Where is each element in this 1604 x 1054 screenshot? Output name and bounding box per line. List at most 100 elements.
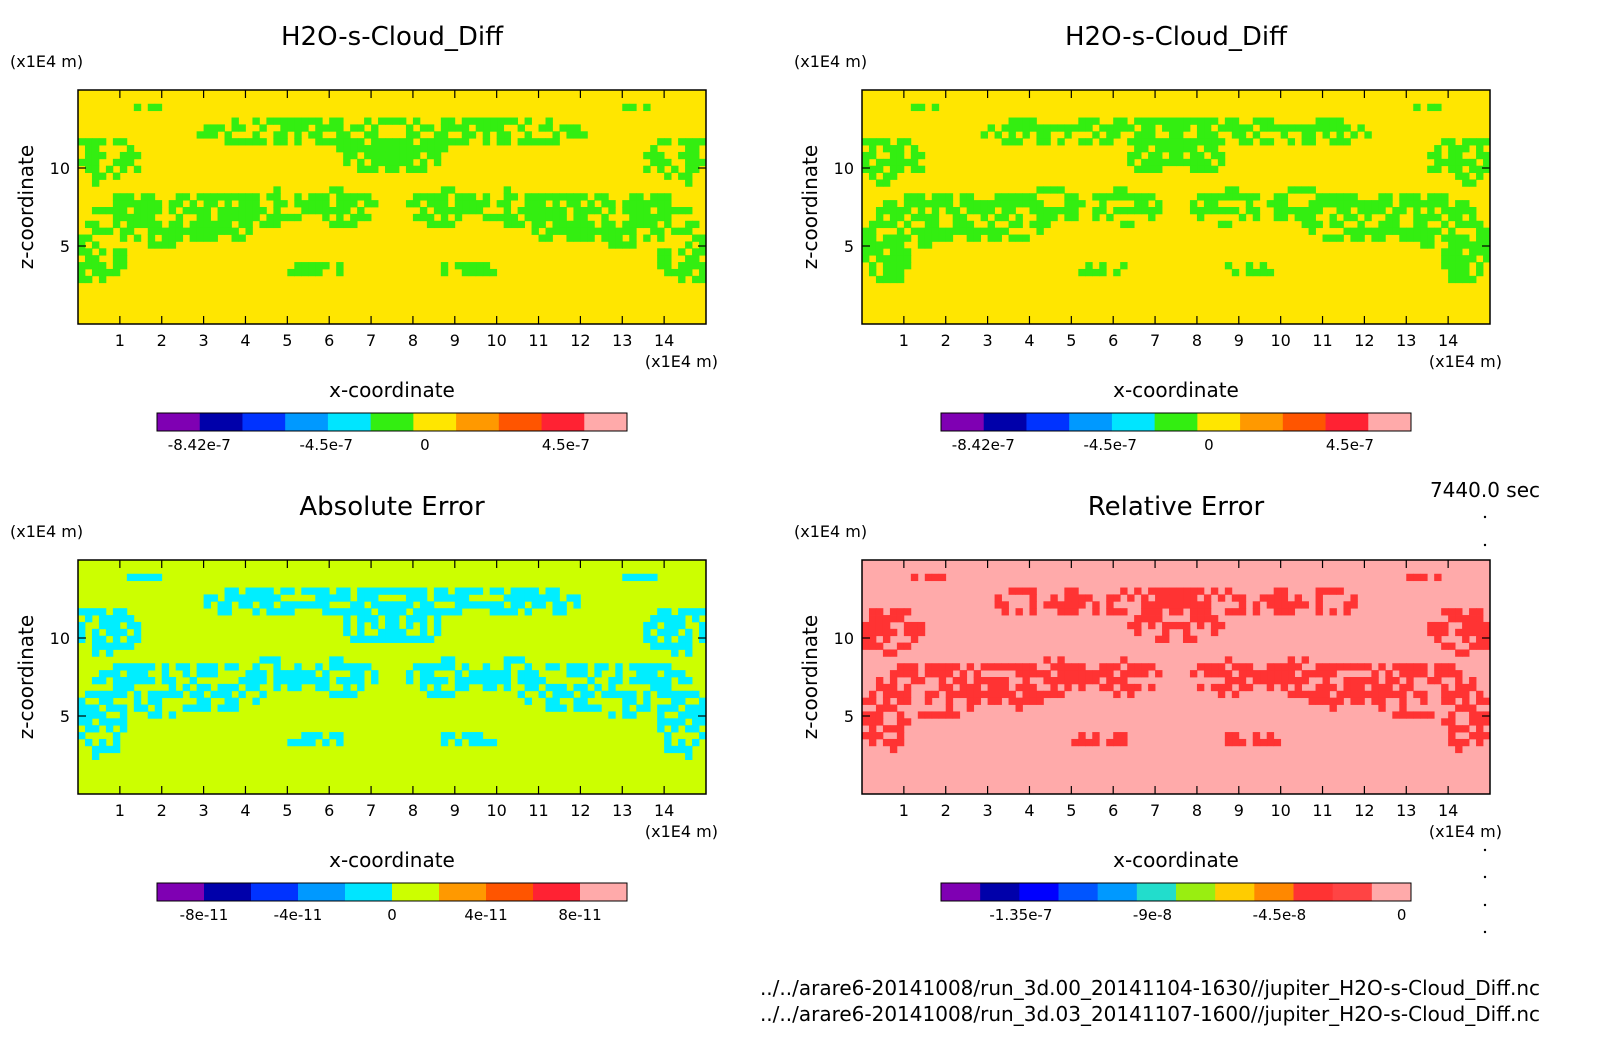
field-cell (862, 234, 870, 242)
field-cell (329, 207, 337, 215)
field-cell (1162, 621, 1170, 630)
field-cell (482, 601, 491, 609)
field-cell (1050, 207, 1058, 215)
field-cell (994, 594, 1002, 602)
field-cell (1350, 200, 1358, 208)
colorbar-label: -8e-11 (180, 906, 229, 924)
field-cell (336, 656, 344, 664)
field-cell (868, 718, 877, 726)
field-cell (378, 145, 386, 153)
field-cell (1455, 683, 1463, 692)
field-cell (1476, 642, 1484, 650)
field-cell (1134, 117, 1142, 125)
field-cell (1071, 601, 1079, 609)
field-cell (1420, 697, 1428, 705)
field-cell (692, 608, 700, 616)
field-cell (657, 683, 665, 692)
field-cell (308, 601, 316, 609)
field-cell (987, 677, 995, 685)
field-cell (1134, 663, 1142, 671)
field-cell (896, 738, 905, 747)
field-cell (699, 704, 707, 712)
field-cell (1043, 220, 1051, 229)
field-cell (357, 124, 365, 132)
field-cell (266, 594, 274, 602)
field-cell (1336, 200, 1344, 208)
field-cell (524, 663, 532, 671)
field-cell (510, 117, 518, 125)
field-cell (1015, 193, 1023, 201)
field-cell (608, 207, 616, 215)
field-cell (862, 241, 870, 249)
field-cell (385, 165, 393, 173)
field-cell (133, 704, 142, 712)
field-cell (98, 642, 107, 650)
field-cell (1057, 670, 1065, 678)
field-cell (133, 220, 142, 229)
x-tick-label: 11 (528, 801, 548, 820)
field-cell (1301, 670, 1309, 678)
field-cell (119, 615, 128, 623)
field-cell (91, 172, 100, 180)
field-cell (664, 677, 672, 685)
field-cell (1448, 732, 1456, 740)
field-cell (280, 608, 288, 616)
field-cell (343, 138, 351, 146)
field-cell (917, 193, 926, 201)
field-cell (636, 677, 644, 685)
field-cell (1245, 193, 1254, 201)
field-cell (896, 608, 905, 616)
field-cell (252, 193, 260, 201)
field-cell (1280, 213, 1289, 222)
field-cell (1483, 635, 1491, 643)
field-cell (1078, 138, 1086, 146)
field-cell (1085, 594, 1093, 602)
field-cell (343, 587, 351, 595)
field-cell (454, 601, 463, 609)
field-cell (210, 690, 218, 699)
field-cell (1378, 234, 1386, 242)
field-cell (1329, 608, 1337, 616)
field-cell (1273, 207, 1282, 215)
field-cell (587, 200, 595, 208)
field-cell (622, 241, 630, 249)
field-cell (896, 241, 905, 249)
x-unit-label: (x1E4 m) (1429, 352, 1502, 371)
field-cell (629, 663, 637, 671)
field-cell (1169, 608, 1177, 616)
x-tick-label: 12 (570, 331, 590, 350)
field-cell (154, 241, 163, 249)
field-cell (1280, 677, 1289, 685)
field-cell (203, 227, 211, 235)
field-cell (447, 690, 456, 699)
field-cell (385, 608, 393, 616)
field-cell (315, 207, 323, 215)
field-cell (1350, 601, 1358, 609)
field-cell (112, 262, 121, 270)
field-cell (1189, 608, 1198, 616)
field-cell (1057, 663, 1065, 671)
field-cell (552, 663, 560, 671)
field-cell (1001, 677, 1009, 685)
field-cell (692, 262, 700, 270)
field-cell (538, 690, 546, 699)
field-cell (559, 213, 567, 222)
field-cell (378, 608, 386, 616)
field-cell (959, 227, 968, 235)
field-cell (545, 207, 553, 215)
field-cell (889, 241, 898, 249)
field-cell (573, 663, 581, 671)
field-cell (105, 207, 114, 215)
field-cell (973, 683, 982, 692)
field-cell (1176, 124, 1184, 132)
y-axis-label: z-coordinate (14, 145, 38, 269)
panel-1: H2O-s-Cloud_Diff(x1E4 m)1 2 3 4 5 6 7 8 9 10 11 12 1… (10, 22, 718, 454)
field-cell (1441, 628, 1449, 637)
field-cell (938, 234, 947, 242)
field-cell (224, 138, 232, 146)
field-cell (517, 220, 525, 229)
field-cell (1120, 656, 1128, 664)
field-cell (862, 165, 870, 173)
field-cell (1120, 117, 1128, 125)
field-cell (868, 234, 877, 242)
